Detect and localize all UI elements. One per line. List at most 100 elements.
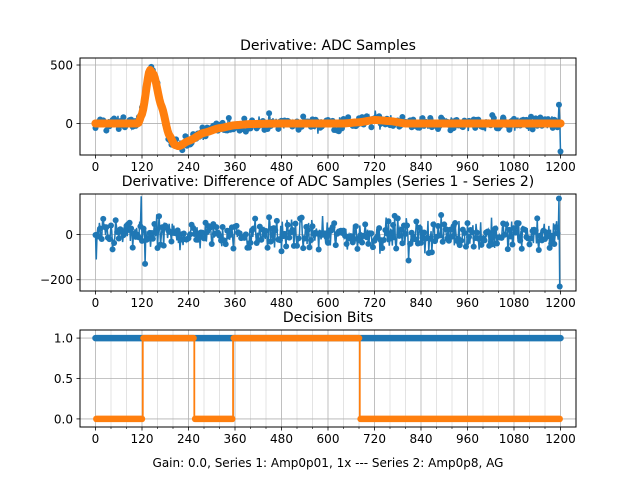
x-tick-label: 840: [410, 160, 433, 174]
difference-point: [278, 248, 285, 255]
series-1-point: [427, 114, 434, 121]
difference-point: [515, 220, 522, 227]
difference-point: [152, 229, 159, 236]
difference-point: [273, 217, 280, 224]
difference-point: [272, 227, 279, 234]
x-tick-label: 120: [131, 432, 154, 446]
y-tick-label: 0: [65, 117, 73, 131]
difference-point: [369, 244, 376, 251]
difference-point: [323, 234, 330, 241]
difference-point: [156, 213, 163, 220]
x-tick-label: 600: [317, 160, 340, 174]
difference-point: [281, 230, 288, 237]
difference-point: [441, 221, 448, 228]
difference-point: [509, 241, 516, 248]
difference-point: [204, 229, 211, 236]
x-tick-label: 120: [131, 296, 154, 310]
y-tick-label: 1.0: [54, 332, 73, 346]
x-tick-label: 360: [224, 296, 247, 310]
difference-point: [517, 237, 524, 244]
difference-point: [264, 244, 271, 251]
difference-point: [489, 241, 496, 248]
x-tick-label: 480: [270, 160, 293, 174]
difference-point: [365, 240, 372, 247]
x-tick-label: 240: [177, 296, 200, 310]
difference-point: [194, 236, 201, 243]
difference-point: [294, 242, 300, 249]
difference-point: [466, 234, 473, 241]
difference-point: [399, 240, 406, 247]
difference-point: [537, 232, 544, 239]
y-tick-label: 500: [50, 59, 73, 73]
axes-title: Derivative: Difference of ADC Samples (S…: [122, 174, 534, 190]
x-tick-label: 360: [224, 160, 247, 174]
difference-point: [180, 230, 187, 237]
difference-point: [545, 233, 552, 240]
difference-point: [250, 225, 257, 232]
difference-point: [394, 215, 401, 222]
difference-point: [176, 230, 183, 237]
difference-point: [380, 237, 387, 244]
difference-point: [295, 235, 302, 242]
difference-point: [112, 217, 119, 224]
difference-point: [504, 246, 511, 253]
difference-point: [343, 241, 350, 248]
axes-title: Decision Bits: [283, 310, 373, 326]
panel-decision-bits: 0 120 240 360 480 600 720 840 960 1080 1200 0.0 0.5 1…: [54, 310, 577, 446]
x-tick-label: 960: [456, 160, 479, 174]
difference-point: [120, 232, 127, 239]
series-1-point: [368, 124, 375, 131]
difference-point: [503, 221, 510, 228]
axes-title: Derivative: ADC Samples: [240, 38, 416, 54]
series-2-line: [91, 65, 565, 151]
difference-point: [208, 241, 215, 248]
difference-point: [139, 237, 145, 244]
difference-point: [300, 245, 307, 252]
difference-point: [301, 235, 308, 242]
y-tick-label: −200: [40, 273, 73, 287]
difference-point: [151, 221, 158, 228]
difference-point: [413, 218, 420, 225]
panel-adc-samples: 0 120 240 360 480 600 720 840 960 1080 1200 0 500 Der…: [50, 38, 577, 174]
difference-point: [484, 228, 491, 235]
x-tick-label: 960: [456, 296, 479, 310]
panel-difference: 0 120 240 360 480 600 720 840 960 1080 1200 −200 0 De…: [40, 174, 577, 310]
difference-point: [404, 222, 411, 229]
difference-point: [247, 239, 254, 246]
difference-point: [191, 231, 198, 238]
x-tick-label: 0: [92, 432, 100, 446]
difference-point: [98, 236, 105, 243]
difference-point: [199, 229, 206, 236]
difference-point: [307, 237, 314, 244]
difference-point: [149, 235, 156, 242]
difference-point: [430, 221, 437, 228]
series-1-point: [266, 110, 273, 117]
plot-area: [92, 195, 563, 290]
series-1-point: [300, 113, 307, 120]
series-1-point: [506, 126, 513, 133]
difference-point: [340, 227, 347, 234]
difference-point: [363, 234, 370, 241]
plot-area: [91, 63, 565, 155]
difference-point: [187, 231, 194, 238]
difference-point: [473, 229, 480, 236]
difference-point: [142, 260, 149, 267]
x-tick-label: 1200: [545, 432, 576, 446]
difference-point: [435, 223, 442, 230]
difference-point: [284, 221, 291, 228]
x-tick-label: 600: [317, 296, 340, 310]
x-tick-label: 1080: [499, 160, 530, 174]
difference-point: [332, 242, 339, 249]
difference-point: [362, 221, 369, 228]
difference-point: [219, 224, 226, 231]
difference-point: [461, 229, 468, 236]
difference-point: [521, 226, 528, 233]
x-tick-label: 360: [224, 432, 247, 446]
difference-point: [397, 226, 404, 233]
difference-point: [407, 240, 414, 247]
difference-point: [470, 243, 477, 250]
difference-point: [140, 225, 147, 232]
series-1-point: [120, 114, 127, 121]
difference-point: [216, 232, 223, 239]
